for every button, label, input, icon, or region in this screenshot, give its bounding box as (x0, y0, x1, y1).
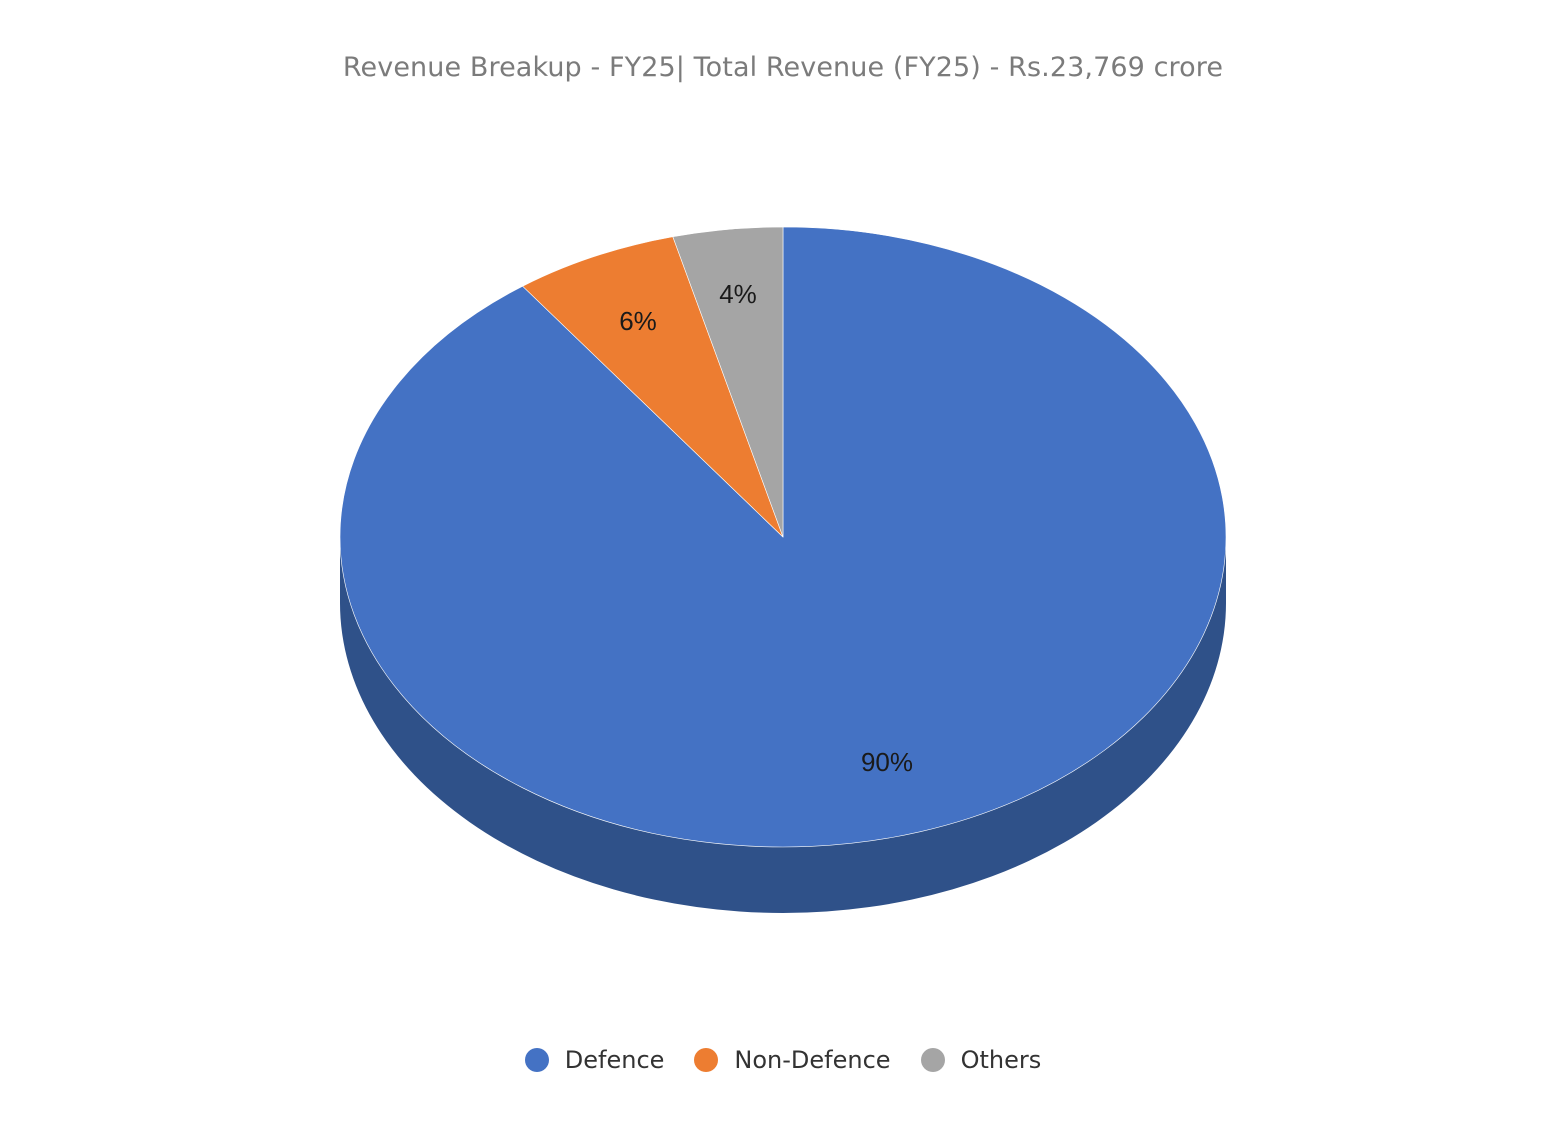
legend-label-defence: Defence (564, 1046, 665, 1074)
chart-title: Revenue Breakup - FY25| Total Revenue (F… (342, 52, 1224, 83)
slice-non-defence[interactable] (522, 236, 784, 538)
legend-label-non-defence: Non-Defence (734, 1046, 891, 1074)
slice-side-defence (340, 537, 1226, 913)
data-label-non-defence: 6% (619, 306, 657, 336)
data-label-defence: 90% (861, 747, 913, 777)
pie-top (339, 226, 1227, 848)
legend-swatch-defence (524, 1048, 549, 1072)
pie-side-walls (340, 537, 1226, 913)
legend-item-non-defence[interactable]: Non-Defence (694, 1046, 891, 1074)
slice-others[interactable] (672, 226, 784, 538)
legend-swatch-non-defence (694, 1048, 719, 1072)
legend-label-others: Others (960, 1046, 1042, 1074)
legend-item-defence[interactable]: Defence (524, 1046, 665, 1074)
legend-item-others[interactable]: Others (920, 1046, 1042, 1074)
legend-swatch-others (920, 1048, 945, 1072)
chart-legend: Defence Non-Defence Others (0, 1046, 1566, 1074)
slice-defence[interactable] (339, 226, 1227, 848)
data-labels: 90% 6% 4% (619, 279, 913, 777)
data-label-others: 4% (719, 279, 757, 309)
